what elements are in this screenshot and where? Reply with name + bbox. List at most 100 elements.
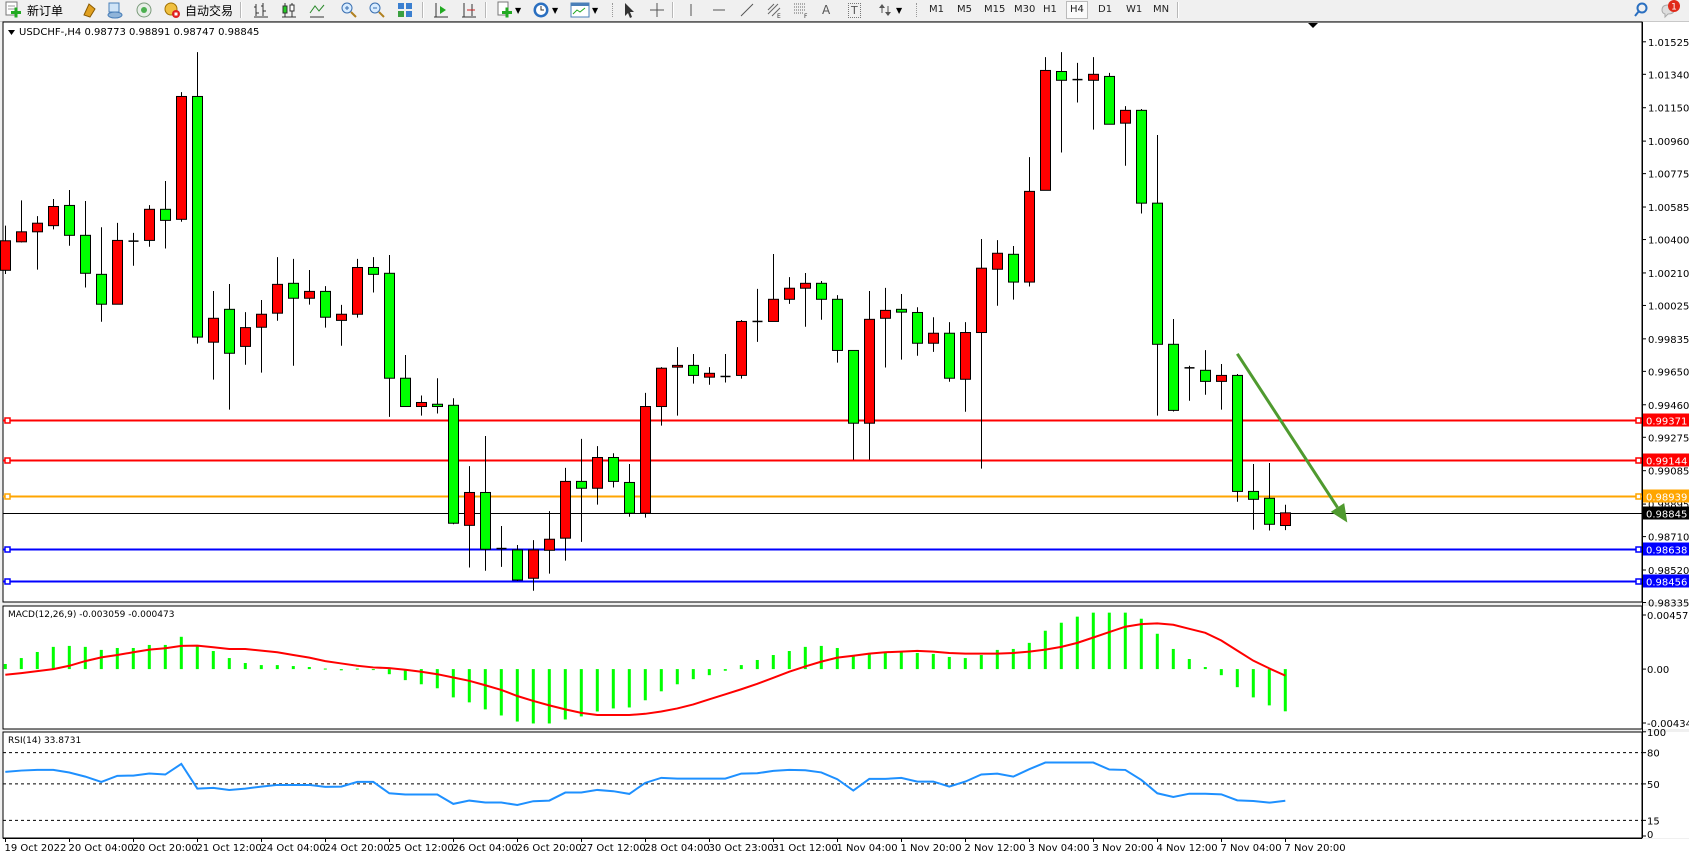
new-order-button[interactable]: 新订单 <box>3 1 63 19</box>
line-chart-button[interactable] <box>308 1 326 19</box>
period-button-h1[interactable]: H1 <box>1043 4 1057 15</box>
candle <box>1264 462 1275 531</box>
zoom-out-button[interactable] <box>368 1 386 19</box>
macd-histogram-bar <box>35 651 39 670</box>
macd-histogram-bar <box>403 669 407 681</box>
period-button-d1[interactable]: D1 <box>1098 4 1113 15</box>
macd-histogram-bar <box>1155 633 1159 670</box>
candle-body <box>1248 490 1259 500</box>
metaeditor-icon <box>83 3 96 18</box>
price-label-bg <box>1643 574 1689 588</box>
fibonacci-fan-button[interactable]: F <box>792 1 810 19</box>
trendline-icon <box>740 3 754 17</box>
cursor-button[interactable] <box>620 1 638 19</box>
candle-body <box>640 406 651 514</box>
price-line-label: 0.98456 <box>1646 578 1687 589</box>
toolbar-separator <box>672 2 674 18</box>
macd-histogram-bar <box>259 665 263 670</box>
time-tick-label: 3 Nov 20:00 <box>1093 843 1154 854</box>
time-tick-label: 1 Nov 20:00 <box>901 843 962 854</box>
period-button-m1[interactable]: M1 <box>929 4 944 15</box>
candle-body <box>1008 253 1019 283</box>
candle <box>528 540 539 591</box>
community-button[interactable] <box>106 1 124 19</box>
periods-button[interactable]: ▼ <box>532 1 558 19</box>
candle <box>336 304 347 346</box>
tile-windows-icon <box>398 3 412 17</box>
fibonacci-button[interactable]: E <box>765 1 783 19</box>
candle <box>480 436 491 571</box>
candle <box>416 395 427 416</box>
crosshair-button[interactable] <box>648 1 666 19</box>
candle <box>384 255 395 417</box>
zoom-in-button[interactable] <box>340 1 358 19</box>
macd-histogram-bar <box>963 658 967 670</box>
signals-button[interactable] <box>135 1 153 19</box>
candle-body <box>816 282 827 300</box>
auto-trading-button[interactable]: 自动交易 <box>162 1 233 19</box>
notifications-button[interactable]: 1 <box>1660 0 1682 19</box>
candle-body <box>176 95 187 220</box>
tile-windows-button[interactable] <box>396 1 414 19</box>
time-tick-label: 26 Oct 04:00 <box>453 843 518 854</box>
toolbar-grip[interactable] <box>916 3 919 17</box>
trend-arrow-head-icon <box>1330 503 1348 523</box>
label-icon: T <box>848 2 861 18</box>
arrows-icon <box>879 4 891 16</box>
search-button[interactable] <box>1632 1 1650 19</box>
price-tick-label: 1.01525 <box>1648 38 1689 49</box>
bar-chart-button[interactable] <box>252 1 270 19</box>
period-button-m30[interactable]: M30 <box>1014 4 1036 15</box>
candle-body <box>64 204 75 236</box>
chart-shift-button[interactable] <box>460 1 478 19</box>
candle-body <box>464 491 475 526</box>
arrows-button[interactable]: ▼ <box>876 1 902 19</box>
macd-histogram-bar <box>195 645 199 670</box>
candle <box>656 367 667 426</box>
line-handle-left <box>4 493 11 500</box>
templates-button[interactable]: ▼ <box>570 1 598 19</box>
price-line-label: 0.98638 <box>1646 546 1687 557</box>
candle <box>576 438 587 542</box>
vertical-line-button[interactable] <box>682 1 700 19</box>
period-button-h4[interactable]: H4 <box>1066 1 1088 19</box>
trendline-button[interactable] <box>738 1 756 19</box>
candle-body <box>976 267 987 334</box>
text-tool-button[interactable]: A <box>822 1 830 19</box>
candle-body <box>1232 374 1243 492</box>
candle <box>1040 57 1051 191</box>
candle-body <box>512 549 523 581</box>
candle-body <box>736 320 747 376</box>
horizontal-line-button[interactable] <box>710 1 728 19</box>
toolbar-separator <box>240 2 242 18</box>
macd-histogram-bar <box>1123 612 1127 670</box>
period-button-m15[interactable]: M15 <box>984 4 1006 15</box>
label-tool-button[interactable]: T <box>848 1 861 19</box>
candle-body <box>960 332 971 380</box>
period-button-w1[interactable]: W1 <box>1126 4 1143 15</box>
indicators-button[interactable]: ▼ <box>495 1 521 19</box>
period-button-m5[interactable]: M5 <box>957 4 972 15</box>
macd-histogram-bar <box>291 666 295 670</box>
metaeditor-button[interactable] <box>80 1 98 19</box>
line-handle-right <box>1635 457 1642 464</box>
candle-body <box>480 491 491 550</box>
toolbar-grip[interactable] <box>612 3 615 17</box>
period-button-mn[interactable]: MN <box>1153 4 1170 15</box>
candle <box>432 378 443 414</box>
macd-histogram-bar <box>419 669 423 685</box>
macd-histogram-bar <box>323 668 327 670</box>
candle-body <box>256 313 267 328</box>
auto-scroll-button[interactable] <box>432 1 450 19</box>
bid-price-label: 0.98845 <box>1646 510 1687 521</box>
collapse-triangle-icon <box>8 30 15 35</box>
time-tick-label: 20 Oct 04:00 <box>69 843 134 854</box>
candle <box>848 349 859 460</box>
macd-histogram-bar <box>1267 669 1271 706</box>
candle <box>560 467 571 561</box>
candle <box>704 367 715 385</box>
candlestick-button[interactable] <box>280 1 298 19</box>
line-handle-left <box>4 417 11 424</box>
candle <box>224 284 235 410</box>
